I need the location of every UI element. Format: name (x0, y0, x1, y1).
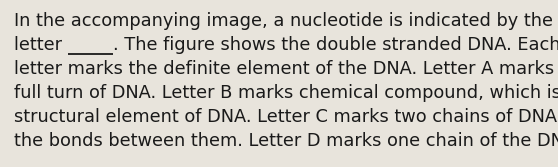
Text: the bonds between them. Letter D marks one chain of the DNA.: the bonds between them. Letter D marks o… (14, 132, 558, 150)
Text: In the accompanying image, a nucleotide is indicated by the: In the accompanying image, a nucleotide … (14, 12, 553, 30)
Text: letter: letter (14, 36, 68, 54)
Text: letter marks the definite element of the DNA. Letter A marks the: letter marks the definite element of the… (14, 60, 558, 78)
Text: . The figure shows the double stranded DNA. Each: . The figure shows the double stranded D… (113, 36, 558, 54)
Text: _____: _____ (0, 166, 1, 167)
Text: full turn of DNA. Letter B marks chemical compound, which is a: full turn of DNA. Letter B marks chemica… (14, 84, 558, 102)
Text: structural element of DNA. Letter C marks two chains of DNA and: structural element of DNA. Letter C mark… (14, 108, 558, 126)
